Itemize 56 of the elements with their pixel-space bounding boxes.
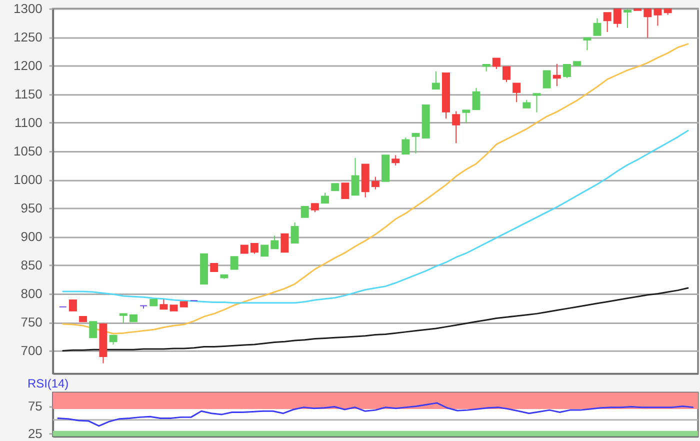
candlestick bbox=[402, 136, 410, 155]
y-tick-label: 750 bbox=[20, 314, 42, 330]
candlestick bbox=[280, 233, 289, 253]
candlestick bbox=[462, 110, 470, 124]
candlestick bbox=[250, 243, 258, 254]
y-tick-label: 1100 bbox=[14, 115, 42, 130]
candlestick bbox=[351, 158, 360, 196]
y-tick-label: 900 bbox=[20, 229, 42, 244]
candlestick bbox=[341, 182, 350, 199]
y-tick-label: 1300 bbox=[14, 1, 42, 16]
candlestick bbox=[371, 176, 380, 190]
candlestick bbox=[603, 12, 612, 32]
candlestick bbox=[392, 154, 400, 166]
y-tick-label: 850 bbox=[20, 258, 42, 273]
candlestick bbox=[300, 206, 309, 218]
candlestick bbox=[563, 64, 571, 79]
candlestick bbox=[613, 8, 622, 28]
candlestick bbox=[654, 8, 662, 26]
y-tick-label: 1250 bbox=[14, 30, 42, 45]
candlestick bbox=[542, 70, 551, 88]
y-tick-label: 700 bbox=[20, 343, 42, 358]
candlestick bbox=[583, 37, 592, 51]
y-tick-label: 800 bbox=[20, 286, 42, 302]
candlestick bbox=[412, 132, 420, 154]
candlestick bbox=[593, 18, 602, 36]
candlestick bbox=[502, 66, 510, 83]
candlestick bbox=[230, 256, 238, 270]
line-series bbox=[62, 130, 689, 304]
y-tick-label: 25 bbox=[28, 426, 42, 441]
candlestick bbox=[109, 334, 118, 345]
candlestick bbox=[452, 110, 460, 144]
line-series bbox=[62, 287, 689, 352]
candlestick bbox=[623, 8, 632, 28]
candlestick bbox=[260, 244, 269, 257]
candlestick bbox=[290, 222, 299, 244]
candlestick bbox=[512, 82, 521, 103]
candlestick bbox=[472, 87, 480, 110]
y-tick-label: 75 bbox=[28, 398, 42, 414]
candlestick bbox=[492, 58, 500, 70]
line-series bbox=[57, 402, 694, 427]
candlestick bbox=[432, 70, 440, 90]
candlestick bbox=[160, 298, 168, 310]
candlestick bbox=[532, 93, 541, 113]
candlestick bbox=[552, 63, 561, 87]
candlestick bbox=[140, 305, 148, 310]
candlestick bbox=[321, 192, 330, 204]
candlestick bbox=[644, 8, 652, 38]
chart-title: RSI(14) bbox=[27, 376, 69, 391]
y-tick-label: 1000 bbox=[14, 172, 42, 188]
candlestick bbox=[270, 235, 279, 250]
y-tick-label: 1050 bbox=[14, 144, 42, 159]
y-tick-label: 1200 bbox=[14, 58, 42, 74]
candlestick bbox=[89, 321, 98, 338]
y-tick-label: 1150 bbox=[14, 86, 42, 102]
y-tick-label: 950 bbox=[20, 200, 42, 216]
candlestick bbox=[119, 313, 128, 324]
